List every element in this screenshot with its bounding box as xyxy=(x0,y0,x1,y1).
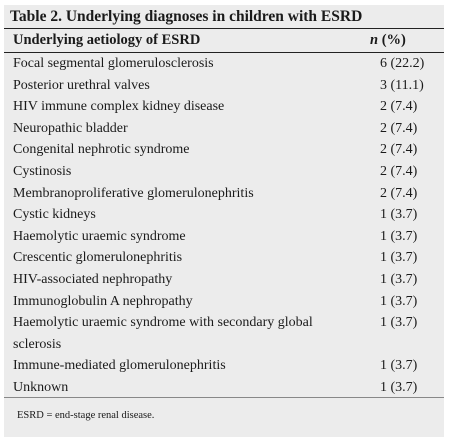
table-row: Neuropathic bladder 2 (7.4) xyxy=(4,118,444,140)
diagnosis-label: Haemolytic uraemic syndrome with seconda… xyxy=(13,315,313,352)
table-row: Crescentic glomerulonephritis 1 (3.7) xyxy=(4,247,444,269)
diagnosis-count: 1 (3.7) xyxy=(380,293,418,309)
diagnosis-label: Crescentic glomerulonephritis xyxy=(13,250,183,266)
diagnosis-count: 1 (3.7) xyxy=(380,358,418,374)
header-count-percent: n (%) xyxy=(370,29,406,52)
table-row: Posterior urethral valves 3 (11.1) xyxy=(4,75,444,97)
header-aetiology: Underlying aetiology of ESRD xyxy=(13,32,201,48)
table-row: Cystinosis 2 (7.4) xyxy=(4,161,444,183)
header-rule xyxy=(4,52,444,53)
diagnosis-count: 6 (22.2) xyxy=(380,56,425,71)
diagnosis-count: 1 (3.7) xyxy=(380,228,418,244)
table-row: HIV immune complex kidney disease 2 (7.4… xyxy=(4,96,444,118)
diagnosis-label: Immunoglobulin A nephropathy xyxy=(13,293,193,309)
diagnosis-label: Focal segmental glomerulosclerosis xyxy=(13,56,214,71)
diagnosis-label: Cystinosis xyxy=(13,163,72,179)
table-row: Haemolytic uraemic syndrome with seconda… xyxy=(4,312,444,355)
diagnosis-count: 1 (3.7) xyxy=(380,250,418,266)
diagnosis-count: 1 (3.7) xyxy=(380,379,418,395)
table-row: Immunoglobulin A nephropathy 1 (3.7) xyxy=(4,291,444,313)
diagnosis-label: HIV immune complex kidney disease xyxy=(13,99,225,115)
diagnosis-label: Immune-mediated glomerulonephritis xyxy=(13,358,226,374)
table-container: Table 2. Underlying diagnoses in childre… xyxy=(4,5,444,437)
diagnosis-count: 2 (7.4) xyxy=(380,99,418,115)
table-row: HIV-associated nephropathy 1 (3.7) xyxy=(4,269,444,291)
diagnosis-label: Cystic kidneys xyxy=(13,207,96,223)
diagnosis-label: HIV-associated nephropathy xyxy=(13,271,173,287)
table-footnote: ESRD = end-stage renal disease. xyxy=(17,410,155,421)
diagnosis-count: 1 (3.7) xyxy=(380,207,418,223)
header-n: n xyxy=(370,32,379,48)
table-row: Unknown 1 (3.7) xyxy=(4,377,444,399)
diagnosis-label: Neuropathic bladder xyxy=(13,120,128,136)
diagnosis-count: 2 (7.4) xyxy=(380,163,418,179)
diagnosis-count: 1 (3.7) xyxy=(380,315,418,331)
diagnosis-label: Membranoproliferative glomerulonephritis xyxy=(13,185,254,201)
diagnosis-label: Haemolytic uraemic syndrome xyxy=(13,228,186,244)
diagnosis-count: 3 (11.1) xyxy=(380,77,424,93)
diagnosis-count: 2 (7.4) xyxy=(380,185,418,201)
diagnosis-label: Congenital nephrotic syndrome xyxy=(13,142,190,158)
table-header-row: Underlying aetiology of ESRD n (%) xyxy=(4,29,444,52)
table-body: Focal segmental glomerulosclerosis 6 (22… xyxy=(4,53,444,399)
diagnosis-count: 1 (3.7) xyxy=(380,271,418,287)
table-row: Cystic kidneys 1 (3.7) xyxy=(4,204,444,226)
table-row: Immune-mediated glomerulonephritis 1 (3.… xyxy=(4,355,444,377)
header-percent: (%) xyxy=(378,32,406,48)
diagnosis-label: Unknown xyxy=(13,379,69,395)
table-row: Focal segmental glomerulosclerosis 6 (22… xyxy=(4,53,444,75)
diagnosis-label: Posterior urethral valves xyxy=(13,77,150,93)
diagnosis-count: 2 (7.4) xyxy=(380,120,418,136)
table-row: Haemolytic uraemic syndrome 1 (3.7) xyxy=(4,226,444,248)
table-row: Membranoproliferative glomerulonephritis… xyxy=(4,183,444,205)
top-rule xyxy=(4,28,444,29)
table-caption: Table 2. Underlying diagnoses in childre… xyxy=(10,8,363,25)
diagnosis-count: 2 (7.4) xyxy=(380,142,418,158)
bottom-rule xyxy=(4,397,444,398)
table-row: Congenital nephrotic syndrome 2 (7.4) xyxy=(4,139,444,161)
